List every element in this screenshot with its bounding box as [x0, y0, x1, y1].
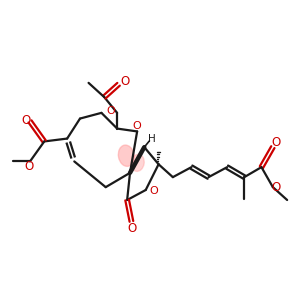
Text: O: O	[24, 160, 33, 173]
Text: O: O	[149, 186, 158, 197]
Text: O: O	[21, 113, 30, 127]
Ellipse shape	[131, 154, 144, 171]
Text: O: O	[133, 121, 142, 131]
Ellipse shape	[118, 145, 134, 166]
Text: H: H	[148, 134, 156, 144]
Text: O: O	[120, 75, 130, 88]
Text: O: O	[128, 222, 136, 235]
Text: O: O	[272, 181, 281, 194]
Text: O: O	[272, 136, 281, 149]
Text: O: O	[106, 106, 115, 116]
